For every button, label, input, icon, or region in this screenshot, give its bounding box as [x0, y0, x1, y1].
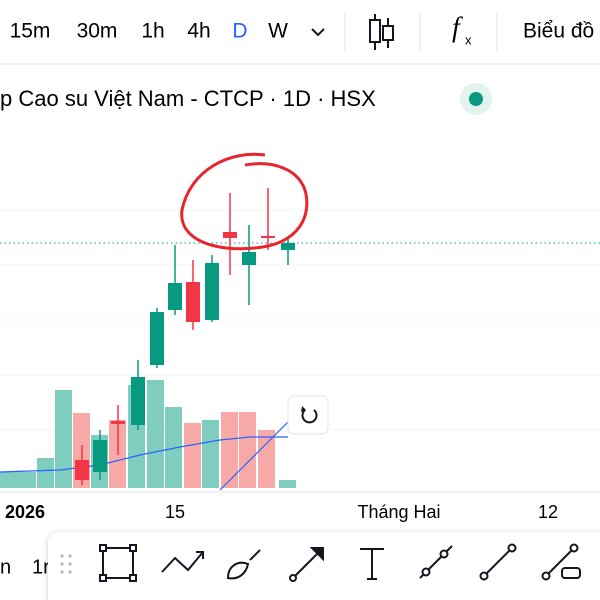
bottom-label[interactable]: n	[0, 556, 11, 578]
line-tool[interactable]	[479, 543, 517, 581]
svg-text:f: f	[452, 12, 463, 43]
x-axis: 2026 15 Tháng Hai 12	[5, 502, 558, 522]
x-label: 12	[538, 502, 558, 522]
interval-15m[interactable]: 15m	[10, 20, 51, 43]
rectangle-tool[interactable]	[99, 544, 137, 582]
brush-tool[interactable]	[226, 549, 261, 580]
x-label: 15	[165, 502, 185, 522]
top-toolbar: 15m 30m 1h 4h D W f x Biểu đồ	[0, 12, 600, 65]
drawn-circle	[180, 152, 309, 251]
x-label: Tháng Hai	[357, 502, 440, 522]
interval-4h[interactable]: 4h	[187, 20, 210, 43]
moving-average	[0, 436, 288, 473]
path-tool[interactable]	[161, 551, 204, 573]
interval-30m[interactable]: 30m	[77, 20, 118, 43]
interval-dropdown[interactable]	[311, 28, 325, 37]
svg-text:x: x	[465, 32, 472, 47]
candles	[75, 188, 295, 485]
interval-d[interactable]: D	[232, 20, 247, 43]
chart-menu[interactable]: Biểu đồ	[523, 20, 594, 43]
indicators-icon[interactable]: f x	[452, 12, 472, 47]
chart-type-icon[interactable]	[369, 14, 394, 50]
text-tool[interactable]	[360, 548, 384, 580]
measure-tool[interactable]	[541, 543, 581, 581]
reset-button[interactable]	[287, 395, 329, 435]
status-dot	[469, 92, 483, 106]
bottom-label[interactable]: 1r	[32, 556, 50, 578]
symbol-title: p Cao su Việt Nam - CTCP · 1D · HSX	[0, 86, 376, 111]
trend-line	[219, 419, 291, 491]
drawing-toolbar	[48, 532, 600, 600]
ray-tool[interactable]	[419, 545, 453, 579]
arrow-tool[interactable]	[289, 547, 324, 582]
volume	[0, 380, 296, 488]
interval-w[interactable]: W	[268, 20, 288, 43]
drag-handle[interactable]	[60, 554, 72, 574]
x-label: 2026	[5, 502, 45, 522]
interval-1h[interactable]: 1h	[141, 20, 164, 43]
